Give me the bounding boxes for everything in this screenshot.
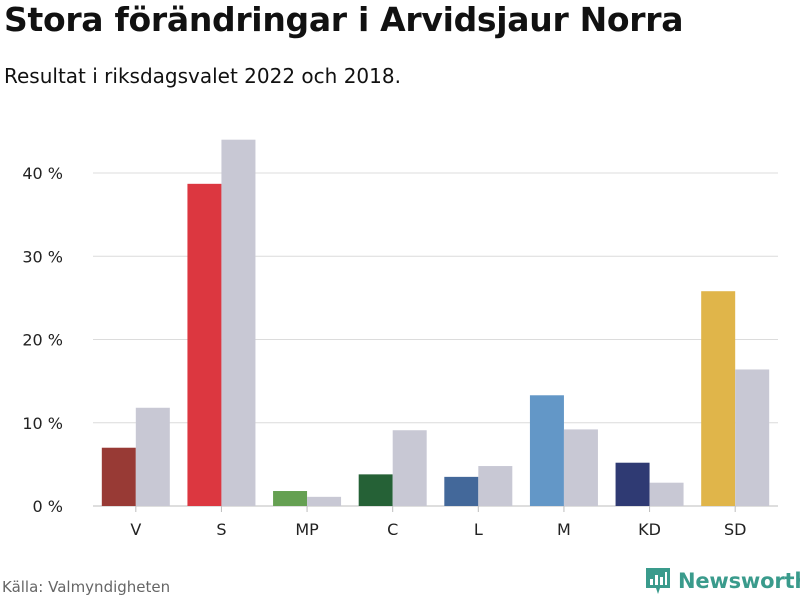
bar-2018-sd [735, 369, 770, 506]
brand-logo[interactable]: Newsworthy [644, 566, 800, 596]
bar-2022-sd [701, 291, 736, 506]
bar-2018-kd [649, 482, 684, 506]
bar-2022-s [187, 183, 222, 506]
x-tick-label: KD [638, 520, 661, 539]
y-tick-label: 30 % [22, 247, 63, 266]
bar-2018-m [563, 429, 598, 506]
y-tick-label: 20 % [22, 331, 63, 350]
bar-2022-kd [615, 462, 650, 506]
x-tick-label: L [474, 520, 483, 539]
bar-2018-s [221, 139, 256, 506]
chart-subtitle: Resultat i riksdagsvalet 2022 och 2018. [4, 64, 401, 88]
bar-2018-mp [307, 496, 342, 506]
bar-2018-v [135, 407, 170, 506]
x-tick-label: S [216, 520, 226, 539]
bar-chart: 0 % 10 % 20 % 30 % 40 % V S MP C L M KD SD [22, 139, 778, 539]
brand-name: Newsworthy [678, 569, 800, 593]
bar-2018-l [478, 466, 513, 506]
bar-2022-l [444, 476, 479, 506]
bar-2022-m [529, 395, 564, 506]
bar-2022-c [358, 474, 393, 506]
x-tick-label: MP [295, 520, 319, 539]
bar-2018-c [392, 430, 427, 506]
x-tick-label: C [387, 520, 398, 539]
y-tick-label: 10 % [22, 414, 63, 433]
newsworthy-logo-icon [646, 568, 670, 594]
chart-title: Stora förändringar i Arvidsjaur Norra [4, 0, 684, 39]
bar-2022-mp [273, 491, 308, 506]
x-tick-label: SD [724, 520, 746, 539]
x-tick-label: M [557, 520, 571, 539]
y-tick-label: 40 % [22, 164, 63, 183]
y-tick-label: 0 % [33, 497, 63, 516]
x-tick-label: V [130, 520, 141, 539]
source-note: Källa: Valmyndigheten [2, 578, 171, 596]
bar-2022-v [101, 447, 136, 506]
